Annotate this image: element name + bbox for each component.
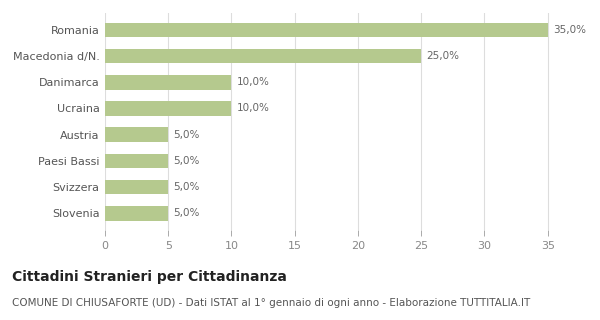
Bar xyxy=(105,75,232,90)
Bar xyxy=(105,127,168,142)
Text: 10,0%: 10,0% xyxy=(236,103,269,114)
Text: 5,0%: 5,0% xyxy=(173,130,200,140)
Bar xyxy=(105,180,168,194)
Bar xyxy=(105,49,421,63)
Text: 10,0%: 10,0% xyxy=(236,77,269,87)
Text: 5,0%: 5,0% xyxy=(173,208,200,218)
Bar xyxy=(105,23,548,37)
Text: 5,0%: 5,0% xyxy=(173,182,200,192)
Bar xyxy=(105,206,168,220)
Text: COMUNE DI CHIUSAFORTE (UD) - Dati ISTAT al 1° gennaio di ogni anno - Elaborazion: COMUNE DI CHIUSAFORTE (UD) - Dati ISTAT … xyxy=(12,298,530,308)
Text: 35,0%: 35,0% xyxy=(553,25,586,35)
Text: Cittadini Stranieri per Cittadinanza: Cittadini Stranieri per Cittadinanza xyxy=(12,270,287,284)
Text: 5,0%: 5,0% xyxy=(173,156,200,166)
Bar xyxy=(105,101,232,116)
Bar xyxy=(105,154,168,168)
Text: 25,0%: 25,0% xyxy=(426,51,459,61)
